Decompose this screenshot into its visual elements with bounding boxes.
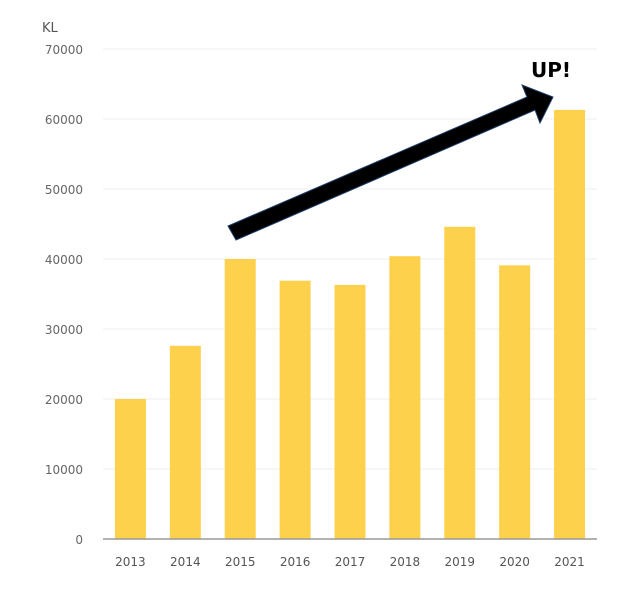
x-tick-label: 2018: [390, 555, 421, 569]
bars: [114, 109, 586, 540]
x-tick-labels: 2013 2014 2015 2016 2017 2018 2019 2020 2021: [115, 555, 585, 569]
y-tick-label: 0: [75, 533, 83, 547]
x-tick-label: 2016: [280, 555, 311, 569]
y-tick-label: 60000: [45, 113, 83, 127]
bar-2019: [444, 226, 476, 540]
bar-2020: [499, 265, 531, 539]
x-tick-label: 2021: [554, 555, 585, 569]
y-axis-label: KL: [42, 21, 59, 36]
y-tick-label: 10000: [45, 463, 83, 477]
y-tick-labels: 0 10000 20000 30000 40000 50000 60000 70000: [45, 43, 83, 547]
y-tick-label: 40000: [45, 253, 83, 267]
x-tick-label: 2020: [499, 555, 530, 569]
x-tick-label: 2019: [445, 555, 476, 569]
y-tick-label: 20000: [45, 393, 83, 407]
y-tick-label: 30000: [45, 323, 83, 337]
y-tick-label: 70000: [45, 43, 83, 57]
annotation-up: UP!: [531, 58, 571, 82]
x-tick-label: 2017: [335, 555, 366, 569]
y-tick-label: 50000: [45, 183, 83, 197]
x-tick-label: 2013: [115, 555, 146, 569]
bar-2017: [334, 284, 366, 539]
bar-2013: [114, 399, 146, 539]
x-tick-label: 2014: [170, 555, 201, 569]
bar-2014: [169, 345, 201, 539]
x-tick-label: 2015: [225, 555, 256, 569]
trend-arrow-icon: [227, 84, 554, 241]
bar-2016: [279, 280, 311, 539]
bar-2015: [224, 259, 256, 539]
bar-2021: [554, 109, 586, 540]
bar-2018: [389, 256, 421, 539]
